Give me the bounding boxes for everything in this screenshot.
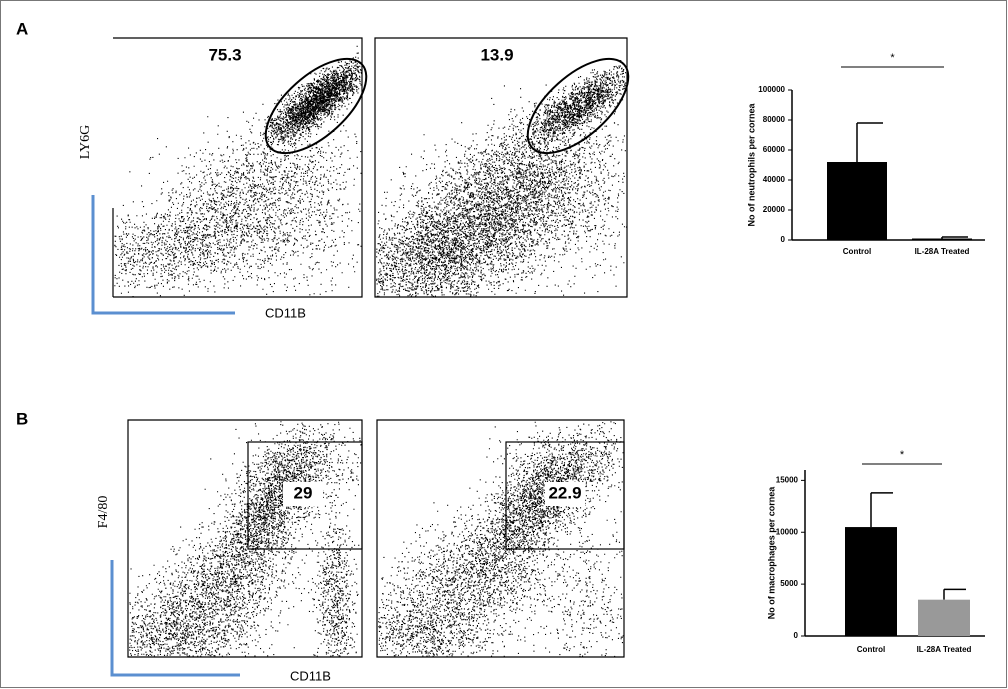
y-marker: F4/80 (96, 496, 111, 529)
axis-marker (91, 195, 235, 315)
bar (912, 238, 972, 240)
y-tick-label: 80000 (763, 115, 786, 124)
x-tick-label: Control (857, 645, 885, 654)
gate-value: 22.9 (548, 483, 581, 502)
axis-marker (110, 560, 240, 677)
flow-dots (378, 421, 624, 657)
bar (918, 599, 970, 636)
y-tick-label: 100000 (758, 85, 785, 94)
y-tick-label: 60000 (763, 145, 786, 154)
gate-value: 13.9 (480, 45, 513, 64)
y-tick-label: 5000 (780, 579, 798, 588)
gate-value: 75.3 (208, 45, 241, 64)
panel-label: A (16, 19, 28, 38)
flow-dots (129, 421, 362, 657)
plot-frame (127, 419, 363, 658)
y-axis-label: No of neutrophils per cornea (746, 103, 756, 227)
flow-dots (114, 45, 362, 298)
panel-label: B (16, 409, 28, 428)
plot-frame (376, 419, 625, 658)
x-tick-label: IL-28A Treated (917, 645, 972, 654)
y-tick-label: 0 (781, 235, 786, 244)
y-marker: LY6G (78, 125, 93, 159)
bar (845, 527, 897, 636)
gate-label-bg (545, 482, 585, 506)
significance-marker: * (900, 449, 905, 461)
gate (264, 57, 368, 155)
x-marker: CD11B (265, 305, 306, 320)
flow-plots: 75.3 13.9 29 22.9 (112, 37, 630, 658)
y-tick-label: 10000 (776, 527, 799, 536)
x-tick-label: IL-28A Treated (915, 247, 970, 256)
gate (526, 57, 630, 155)
plot-frame (374, 37, 628, 298)
significance-marker: * (890, 52, 895, 64)
gate (247, 441, 363, 550)
gate-value: 29 (294, 483, 313, 502)
y-tick-label: 20000 (763, 205, 786, 214)
y-axis-label: No of macrophages per cornea (766, 486, 776, 620)
gate-label-bg (283, 482, 323, 506)
y-tick-label: 0 (794, 631, 799, 640)
x-tick-label: Control (843, 247, 871, 256)
plot-frame (112, 37, 363, 298)
gate (505, 441, 625, 550)
x-marker: CD11B (290, 668, 331, 683)
y-tick-label: 40000 (763, 175, 786, 184)
bar (827, 162, 887, 240)
y-tick-label: 15000 (776, 475, 799, 484)
